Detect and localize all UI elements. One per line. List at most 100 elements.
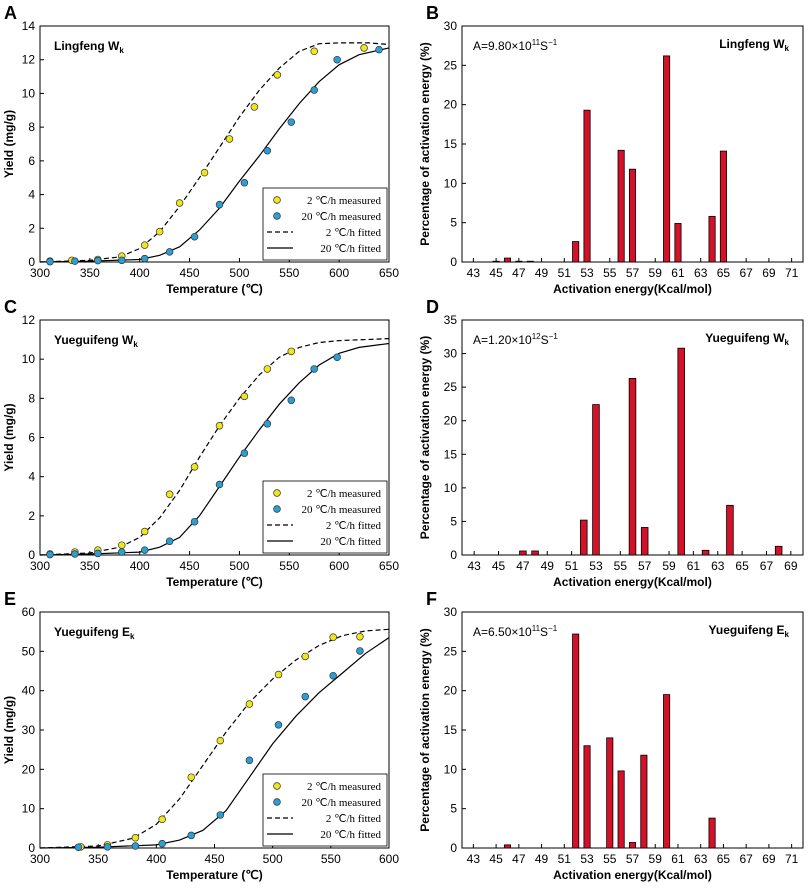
x-tick-label: 63 [711,559,725,573]
bar [503,844,511,849]
data-point [250,103,259,111]
bar [774,545,783,556]
bar [515,260,523,263]
panel-title: Yueguifeng Ek [54,625,135,641]
y-tick-label: 50 [22,644,36,658]
y-tick-label: 5 [450,802,457,816]
y-tick-label: 35 [444,313,458,327]
data-point [360,44,368,52]
x-tick-label: 69 [784,559,798,573]
data-point [215,200,224,209]
data-point [273,71,282,79]
y-tick-label: 15 [444,723,458,737]
x-tick-label: 61 [671,266,685,280]
y-tick-label: 25 [444,380,458,394]
data-point [240,179,249,187]
data-point [190,517,199,526]
panel-a: A 0 2 4 6 8 10 12 14 300 350 400 450 500 550 600 650 Temp… [2,3,399,296]
bar [503,257,511,263]
legend-label: 20 ℃/h fitted [320,536,381,548]
legend-label: 2 ℃/h measured [307,488,382,500]
data-point [240,449,249,457]
bar [708,215,716,263]
legend-marker [273,489,281,497]
data-point [240,392,249,401]
x-tick-label: 63 [694,852,708,866]
x-axis-label: Temperature (℃) [166,868,263,882]
x-tick-label: 55 [614,559,628,573]
data-point [329,633,337,641]
panel-f: F 0 5 10 15 20 25 30 43 45 47 49 51 53 55 57 59 61 63 65 67 6… [418,589,804,882]
x-tick-label: 600 [379,852,399,866]
panel-letter: E [4,589,16,609]
data-point [140,241,149,249]
panel-title-subscript: k [785,44,790,53]
x-tick-label: 45 [492,559,506,573]
data-point [187,831,195,840]
x-tick-label: 65 [735,559,749,573]
legend: 2 ℃/h measured 20 ℃/h measured 2 ℃/h fitte… [262,773,388,847]
data-point [140,254,149,263]
y-tick-label: 30 [22,723,36,737]
panel-title-main: Yueguifeng E [709,623,785,637]
data-point [263,420,272,428]
bar [640,754,648,849]
y-tick-label: 60 [22,605,36,619]
y-tick-label: 12 [22,53,36,67]
bar [572,241,580,263]
data-point [310,86,318,94]
x-tick-label: 47 [512,266,526,280]
bar [583,109,591,263]
y-axis-label: Yield (mg/g) [2,403,16,471]
annotation-unit-exponent: −1 [548,624,558,633]
data-point [274,721,283,729]
annotation-exponent: 11 [532,38,541,47]
y-tick-label: 6 [28,431,35,445]
bar [583,745,591,849]
legend-marker [273,196,281,204]
data-point [71,257,79,265]
x-tick-label: 300 [30,266,50,280]
data-point [333,55,341,64]
y-tick-label: 20 [444,684,458,698]
data-point [274,670,283,679]
panel-title-subscript: k [133,340,138,349]
plot-frame [39,25,390,263]
x-axis-label: Activation energy(Kcal/mol) [553,575,712,589]
panel-c: C 0 2 4 6 8 10 12 300 350 400 450 500 550 600 650 Temper… [2,297,399,589]
legend-label: 20 ℃/h measured [301,211,381,223]
y-tick-label: 5 [450,514,457,528]
x-tick-label: 49 [535,266,549,280]
y-tick-label: 0 [28,548,35,562]
data-point [158,839,166,848]
y-tick-label: 0 [28,255,35,269]
x-tick-label: 350 [80,266,100,280]
data-point [216,811,225,819]
data-point [287,118,296,126]
x-tick-label: 300 [30,559,50,573]
x-tick-label: 65 [717,266,731,280]
panel-title: Lingfeng Wk [54,39,124,55]
bar [617,770,625,849]
annotation-unit-exponent: −1 [548,38,558,47]
data-point [158,815,166,824]
y-tick-label: 0 [450,548,457,562]
bar [617,149,625,263]
data-point [356,633,364,641]
x-tick-label: 650 [379,266,399,280]
plot-frame [461,611,804,849]
legend-label: 2 ℃/h measured [307,781,382,793]
x-tick-label: 450 [180,266,200,280]
legend-label: 2 ℃/h fitted [326,813,382,825]
data-point [94,549,102,558]
legend-label: 20 ℃/h measured [301,797,381,809]
x-tick-label: 43 [467,852,481,866]
bar [701,549,710,556]
data-point [190,232,199,241]
legend: 2 ℃/h measured 20 ℃/h measured 2 ℃/h fitte… [262,187,388,261]
data-point [140,527,149,536]
bar [674,223,682,263]
x-tick-label: 350 [88,852,108,866]
data-point [245,700,254,708]
x-tick-label: 67 [760,559,774,573]
